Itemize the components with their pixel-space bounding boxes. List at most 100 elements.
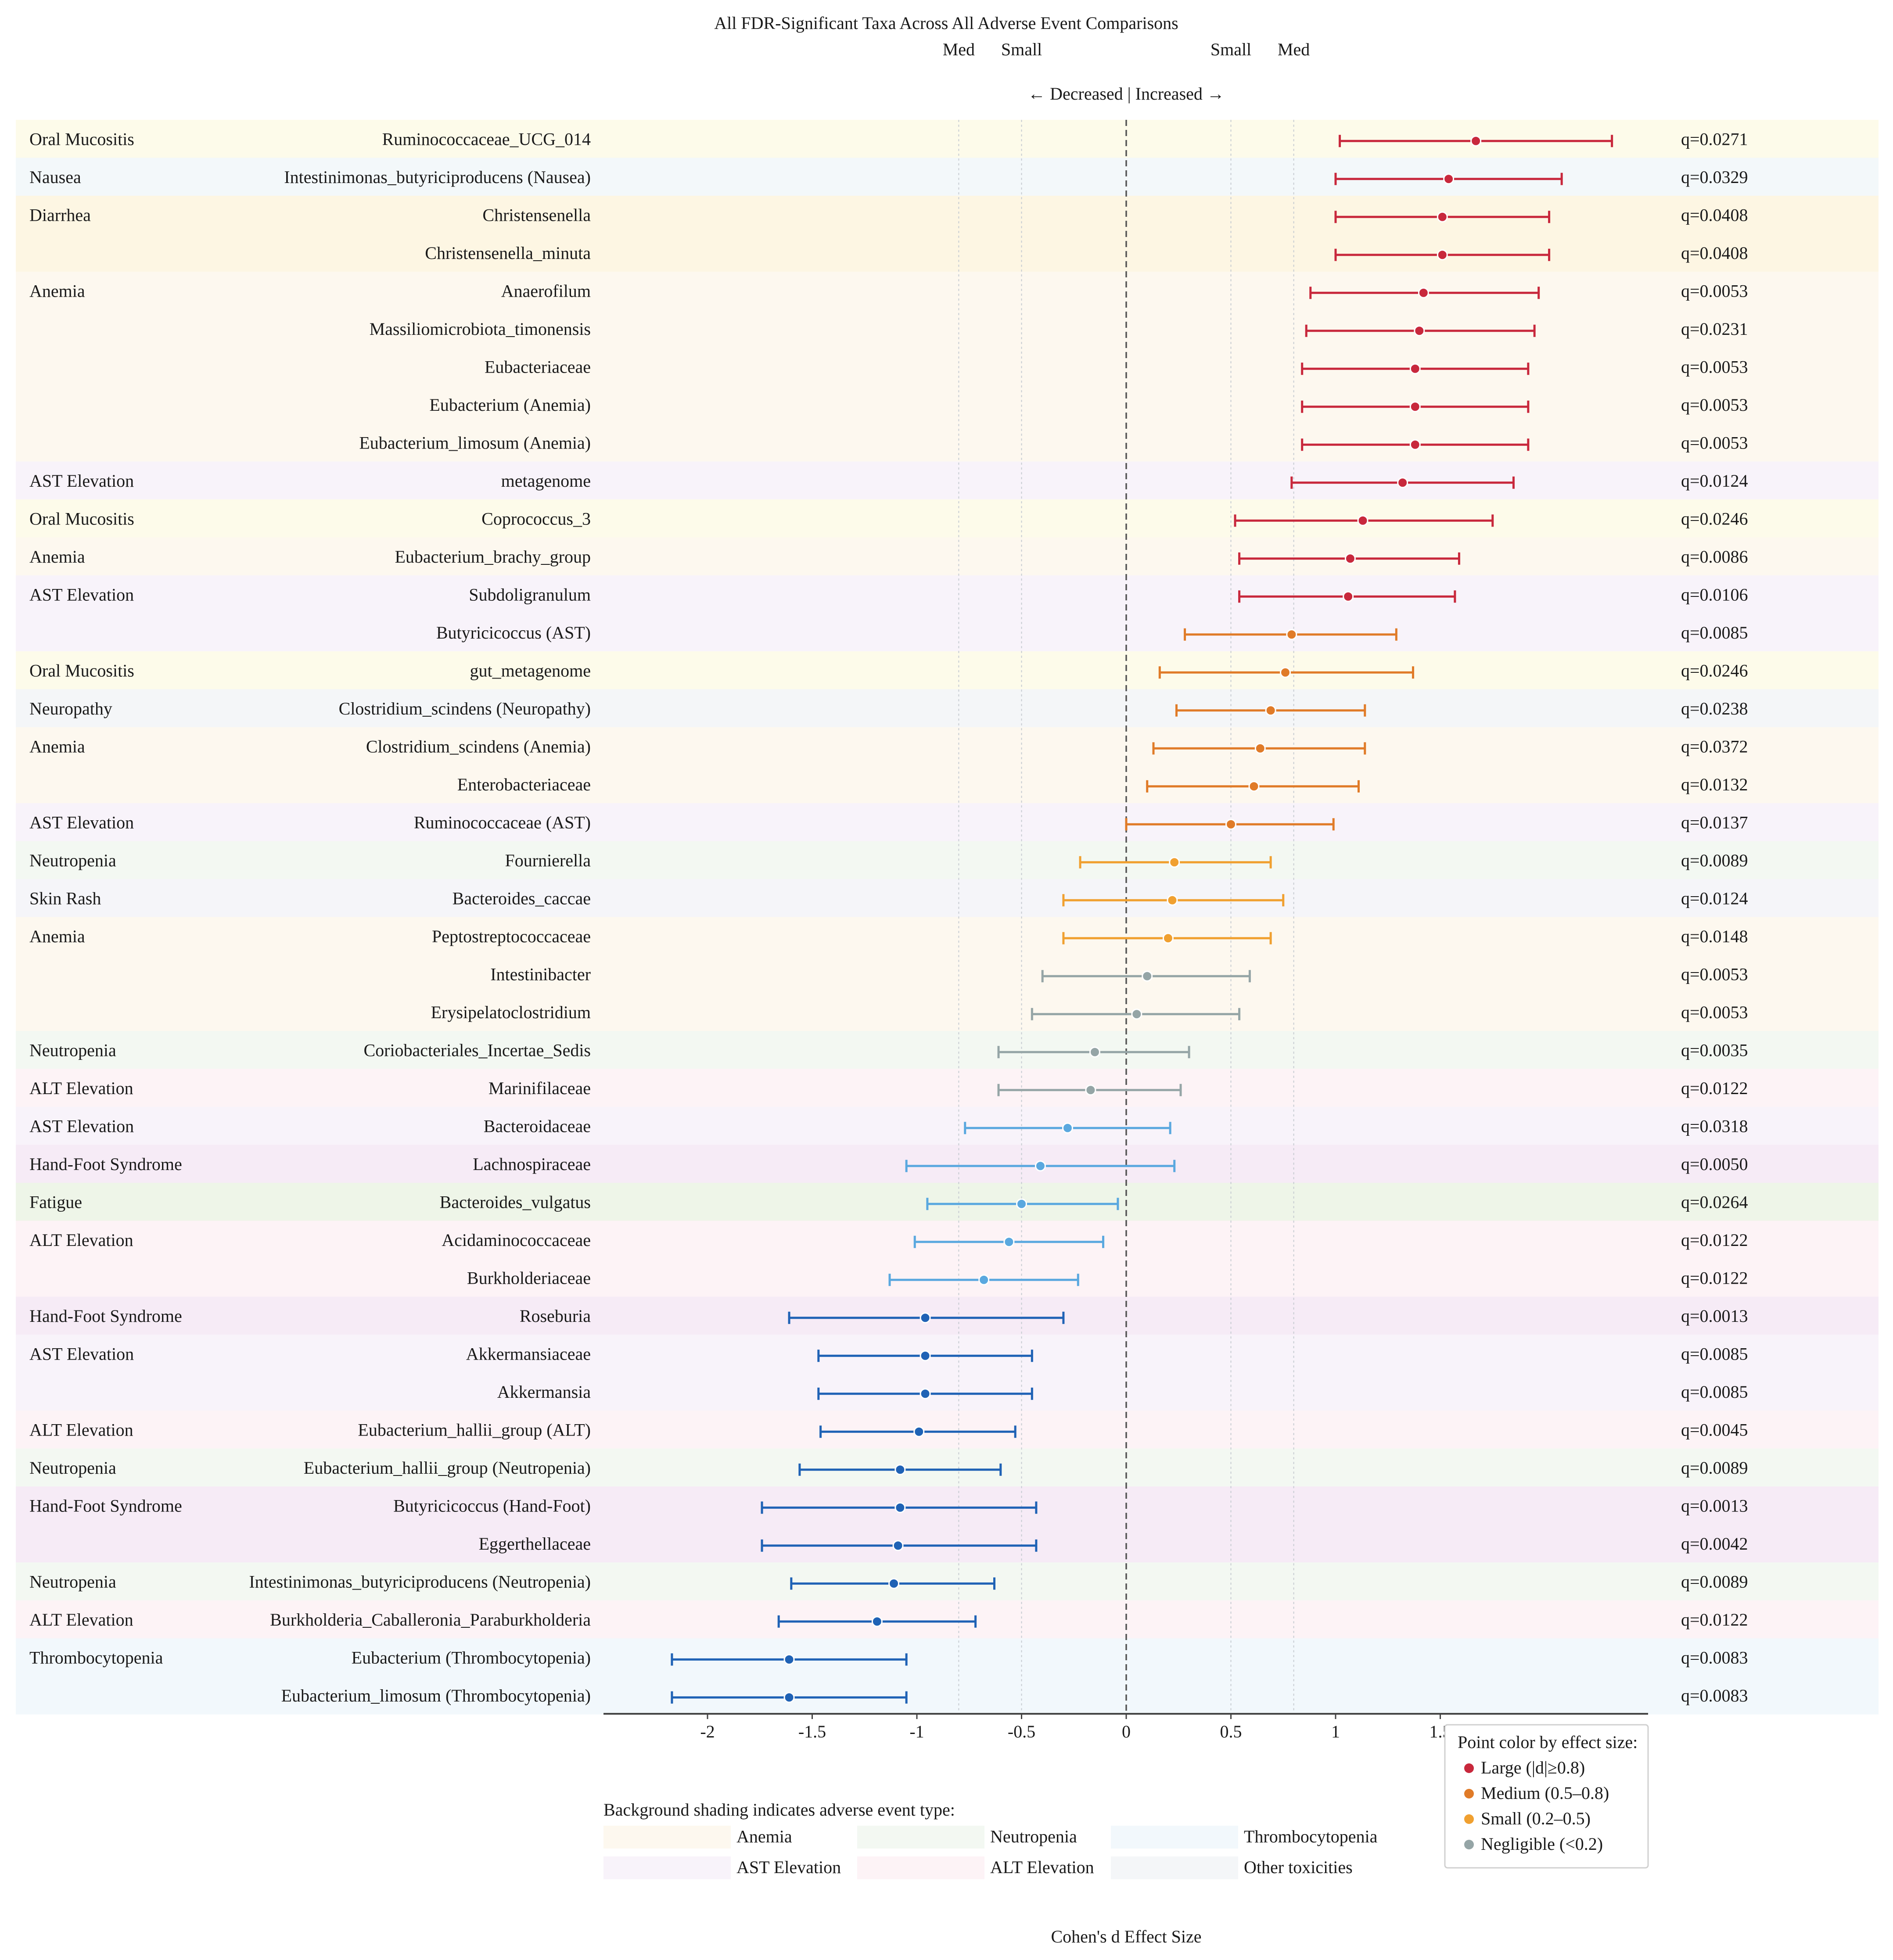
q-value: q=0.0408 <box>1681 243 1748 263</box>
forest-row: AST Elevation Bacteroidaceae q=0.0318 <box>29 1116 1748 1136</box>
forest-row: Hand-Foot Syndrome Lachnospiraceae q=0.005… <box>29 1154 1748 1174</box>
effect-point <box>1409 363 1421 374</box>
q-value: q=0.0264 <box>1681 1192 1748 1212</box>
q-value: q=0.0053 <box>1681 433 1748 452</box>
q-value: q=0.0013 <box>1681 1306 1748 1326</box>
group-label: Anemia <box>29 926 85 946</box>
effect-point <box>1344 553 1356 564</box>
reference-lines-layer: Med Small Small Med <box>943 39 1310 1714</box>
group-label: Fatigue <box>29 1192 82 1212</box>
group-label: Hand-Foot Syndrome <box>29 1496 182 1515</box>
forest-row: Eubacteriaceae q=0.0053 <box>485 357 1748 377</box>
q-value: q=0.0083 <box>1681 1686 1748 1705</box>
forest-row: AST Elevation Ruminococcaceae (AST) q=0.01… <box>29 812 1748 832</box>
forest-row: Neutropenia Fournierella q=0.0089 <box>29 851 1748 870</box>
taxon-label: Roseburia <box>520 1306 591 1326</box>
taxon-label: gut_metagenome <box>470 661 591 680</box>
row-background <box>16 309 1879 348</box>
background-legend-swatch <box>857 1826 984 1849</box>
taxon-label: Bacteroides_vulgatus <box>440 1192 591 1212</box>
effect-legend-label: Medium (0.5–0.8) <box>1481 1783 1609 1803</box>
effect-legend-label: Small (0.2–0.5) <box>1481 1809 1591 1828</box>
q-value: q=0.0124 <box>1681 471 1748 491</box>
q-value: q=0.0122 <box>1681 1078 1748 1098</box>
forest-row: Neutropenia Coriobacteriales_Incertae_Sed… <box>29 1040 1748 1060</box>
row-background <box>16 727 1879 765</box>
forest-row: Anemia Eubacterium_brachy_group q=0.0086 <box>29 547 1748 567</box>
forest-row: Neuropathy Clostridium_scindens (Neuropat… <box>29 699 1748 718</box>
row-background <box>16 424 1879 462</box>
taxon-label: Coriobacteriales_Incertae_Sedis <box>363 1040 591 1060</box>
background-legend-swatch <box>1111 1826 1238 1849</box>
q-value: q=0.0089 <box>1681 1572 1748 1591</box>
group-label: Nausea <box>29 167 81 187</box>
q-value: q=0.0137 <box>1681 812 1748 832</box>
group-label: Skin Rash <box>29 888 101 908</box>
effect-legend-marker <box>1464 1763 1474 1773</box>
background-legend-label: Neutropenia <box>990 1827 1077 1846</box>
x-tick-label: -0.5 <box>1008 1722 1035 1741</box>
effect-point <box>892 1540 904 1551</box>
group-label: AST Elevation <box>29 1344 134 1364</box>
q-value: q=0.0085 <box>1681 623 1748 643</box>
group-label: Neutropenia <box>29 1040 116 1060</box>
forest-row: AST Elevation Akkermansiaceae q=0.0085 <box>29 1344 1748 1364</box>
forest-row: Anemia Clostridium_scindens (Anemia) q=0.0… <box>29 736 1748 756</box>
row-background <box>16 651 1879 689</box>
effect-point <box>1085 1084 1096 1096</box>
background-legend-label: AST Elevation <box>736 1857 841 1877</box>
row-background <box>16 993 1879 1031</box>
group-label: Hand-Foot Syndrome <box>29 1306 182 1326</box>
taxon-label: Burkholderia_Caballeronia_Paraburkholder… <box>270 1610 591 1630</box>
taxon-label: Acidaminococcaceae <box>442 1230 591 1250</box>
effect-point <box>1169 857 1180 868</box>
group-label: Oral Mucositis <box>29 129 134 149</box>
row-background <box>16 1638 1879 1676</box>
forest-row: Eubacterium_limosum (Thrombocytopenia) q=… <box>281 1686 1748 1705</box>
forest-row: AST Elevation Subdoligranulum q=0.0106 <box>29 585 1748 604</box>
chart-title: All FDR-Significant Taxa Across All Adve… <box>714 13 1178 33</box>
taxon-label: Eubacterium_brachy_group <box>395 547 591 567</box>
forest-row: Massiliomicrobiota_timonensis q=0.0231 <box>370 319 1748 339</box>
row-background <box>16 879 1879 917</box>
background-legend-label: ALT Elevation <box>990 1857 1094 1877</box>
effect-point <box>1437 249 1448 261</box>
effect-point <box>1437 211 1448 223</box>
taxon-label: Intestinibacter <box>490 964 591 984</box>
effect-point <box>1016 1198 1027 1210</box>
forest-row: Eubacterium_limosum (Anemia) q=0.0053 <box>359 433 1748 452</box>
effect-point <box>1418 287 1429 298</box>
taxon-label: Butyricicoccus (AST) <box>436 623 591 643</box>
forest-row: Erysipelatoclostridium q=0.0053 <box>431 1002 1748 1022</box>
x-axis: -2 -1.5 -1 -0.5 0 0.5 1 1.5 <box>603 1713 1648 1741</box>
x-tick-label: 1 <box>1331 1722 1340 1741</box>
forest-row: Anemia Peptostreptococcaceae q=0.0148 <box>29 926 1748 946</box>
row-background <box>16 537 1879 576</box>
group-label: Oral Mucositis <box>29 661 134 680</box>
rows-layer: Oral Mucositis Ruminococcaceae_UCG_014 q=0… <box>29 129 1748 1705</box>
taxon-label: Butyricicoccus (Hand-Foot) <box>393 1496 591 1515</box>
row-background <box>16 841 1879 879</box>
group-label: Diarrhea <box>29 205 91 225</box>
forest-row: Oral Mucositis Ruminococcaceae_UCG_014 q=0… <box>29 129 1748 149</box>
effect-point <box>1035 1160 1046 1172</box>
effect-point <box>888 1578 900 1589</box>
effect-point <box>920 1312 931 1324</box>
taxon-label: Lachnospiraceae <box>473 1154 591 1174</box>
group-label: ALT Elevation <box>29 1420 133 1439</box>
effect-point <box>920 1350 931 1361</box>
row-background <box>16 196 1879 234</box>
forest-row: ALT Elevation Marinifilaceae q=0.0122 <box>29 1078 1748 1098</box>
taxon-label: Coprococcus_3 <box>481 509 591 528</box>
background-legend-swatch <box>1111 1856 1238 1879</box>
effect-legend-label: Negligible (<0.2) <box>1481 1834 1603 1854</box>
effect-point <box>1062 1122 1073 1134</box>
taxon-label: Bacteroides_caccae <box>453 888 591 908</box>
taxon-label: metagenome <box>501 471 591 491</box>
q-value: q=0.0086 <box>1681 547 1748 567</box>
effect-legend-label: Large (|d|≥0.8) <box>1481 1758 1585 1777</box>
effect-point <box>920 1388 931 1400</box>
q-value: q=0.0053 <box>1681 357 1748 377</box>
taxon-label: Akkermansiaceae <box>466 1344 591 1364</box>
